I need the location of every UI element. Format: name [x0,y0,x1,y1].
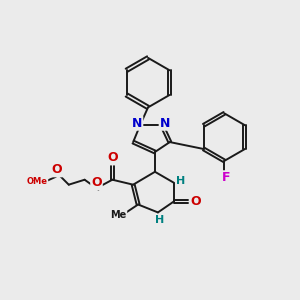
Text: OMe: OMe [27,177,48,186]
Text: O: O [190,195,201,208]
Text: N: N [132,117,142,130]
Text: H: H [176,176,185,186]
Text: H: H [155,215,164,225]
Text: O: O [52,163,62,176]
Text: N: N [160,117,170,130]
Text: Me: Me [110,210,126,220]
Text: O: O [107,152,118,164]
Text: O: O [91,176,102,189]
Text: F: F [222,171,230,184]
